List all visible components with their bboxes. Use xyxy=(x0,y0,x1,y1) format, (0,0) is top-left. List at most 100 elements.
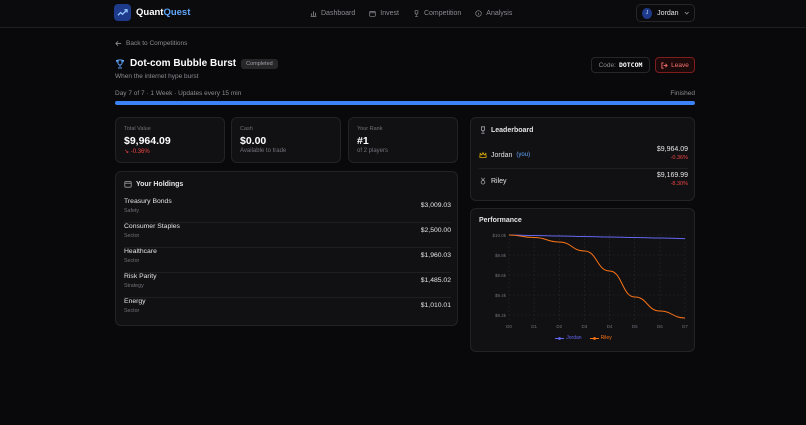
trophy-icon xyxy=(481,126,485,134)
leaderboard-card: Leaderboard Jordan (you) $9,964.09 -0.36… xyxy=(470,117,695,201)
holding-value: $1,485.02 xyxy=(420,277,451,284)
leaderboard-row[interactable]: Jordan (you) $9,964.09 -0.36% xyxy=(479,146,688,172)
legend-label: Riley xyxy=(600,335,612,341)
holding-name: Energy xyxy=(124,298,146,305)
leave-label: Leave xyxy=(671,61,689,69)
nav-competition[interactable]: Competition xyxy=(413,10,461,17)
holding-type: Sector xyxy=(124,233,140,239)
rank-card: Your Rank #1 of 2 players xyxy=(348,117,458,163)
x-tick-label: D2 xyxy=(556,324,562,329)
page-subtitle: When the internet hype burst xyxy=(115,73,199,80)
medal-icon xyxy=(480,177,486,185)
holding-row[interactable]: Energy Sector $1,010.01 xyxy=(124,298,451,323)
player-change: -0.36% xyxy=(670,155,688,161)
competition-code[interactable]: Code: DOTCOM xyxy=(591,57,650,73)
leaderboard-row[interactable]: Riley $9,169.99 -8.30% xyxy=(479,172,688,198)
legend-label: Jordan xyxy=(566,335,582,341)
performance-chart: $10.0k $9.8k $9.6k $9.4k $9.2k D0 D1 D2 D3 D4 D5 D6… xyxy=(492,233,688,329)
logo[interactable]: QuantQuest xyxy=(114,4,190,21)
series-line-riley xyxy=(508,234,686,319)
user-name: Jordan xyxy=(657,9,679,17)
page-title: Dot-com Bubble Burst xyxy=(130,58,237,69)
performance-card: Performance $10.0k $9.8k $9.6k $9.4k $9.2k D0… xyxy=(470,208,695,352)
back-link[interactable]: Back to Competitions xyxy=(115,40,187,47)
player-name: Riley xyxy=(491,177,507,185)
nav-label: Analysis xyxy=(486,9,513,17)
holding-name: Risk Parity xyxy=(124,273,157,280)
x-tick-label: D4 xyxy=(607,324,613,329)
player-value: $9,169.99 xyxy=(656,172,688,179)
holding-name: Treasury Bonds xyxy=(124,198,172,205)
progress-fill xyxy=(115,101,695,105)
cash-card: Cash $0.00 Available to trade xyxy=(231,117,341,163)
player-change: -8.30% xyxy=(670,181,688,187)
holding-value: $1,960.03 xyxy=(420,252,451,259)
chart-bars-icon xyxy=(310,10,317,17)
avatar: J xyxy=(642,7,653,19)
stat-value: $9,964.09 xyxy=(124,135,171,147)
divider xyxy=(479,168,688,169)
x-tick-label: D0 xyxy=(506,324,512,329)
progress-status: Finished xyxy=(670,90,695,97)
progress-text: Day 7 of 7 · 1 Week · Updates every 15 m… xyxy=(115,90,242,97)
trophy-icon xyxy=(414,9,419,17)
stat-sub: of 2 players xyxy=(357,148,389,154)
x-tick-label: D7 xyxy=(682,324,688,329)
holding-name: Consumer Staples xyxy=(124,223,180,230)
nav-label: Competition xyxy=(423,9,462,17)
progress-info: Day 7 of 7 · 1 Week · Updates every 15 m… xyxy=(115,90,695,97)
trend-down-icon: ↘ xyxy=(124,149,130,155)
code-value: DOTCOM xyxy=(618,61,643,69)
leave-button[interactable]: Leave xyxy=(655,57,695,73)
holding-row[interactable]: Healthcare Sector $1,960.03 xyxy=(124,248,451,273)
holding-type: Sector xyxy=(124,308,140,314)
info-circle-icon xyxy=(475,9,482,17)
holding-row[interactable]: Treasury Bonds Safety $3,009.03 xyxy=(124,198,451,223)
y-tick-label: $9.4k xyxy=(495,293,507,298)
stat-value: #1 xyxy=(357,135,369,147)
nav-dashboard[interactable]: Dashboard xyxy=(310,10,355,17)
stat-label: Your Rank xyxy=(357,126,383,132)
chevron-down-icon xyxy=(684,11,689,15)
y-tick-label: $9.6k xyxy=(495,273,507,278)
code-label: Code: xyxy=(598,61,616,69)
progress-bar xyxy=(115,101,695,105)
y-tick-label: $9.8k xyxy=(495,253,507,258)
holding-type: Safety xyxy=(124,208,140,214)
user-menu-button[interactable]: J Jordan xyxy=(636,4,695,22)
leaderboard-title: Leaderboard xyxy=(491,126,534,134)
holdings-title: Your Holdings xyxy=(136,180,184,188)
holding-type: Sector xyxy=(124,258,140,264)
player-name: Jordan xyxy=(491,151,513,159)
trend-up-icon xyxy=(114,4,131,21)
top-nav: QuantQuest Dashboard Invest Competition … xyxy=(0,0,806,28)
x-tick-label: D3 xyxy=(582,324,588,329)
chart-legend: Jordan Riley xyxy=(471,335,696,341)
stat-label: Cash xyxy=(240,126,253,132)
holding-value: $2,500.00 xyxy=(420,227,451,234)
holding-value: $3,009.03 xyxy=(420,202,451,209)
series-line-jordan xyxy=(508,234,686,240)
stat-change: ↘ -0.36% xyxy=(124,149,150,155)
nav-label: Invest xyxy=(380,9,399,17)
holding-name: Healthcare xyxy=(124,248,157,255)
logout-icon xyxy=(661,61,668,69)
holdings-card: Your Holdings Treasury Bonds Safety $3,0… xyxy=(115,171,458,326)
x-tick-label: D6 xyxy=(657,324,663,329)
total-value-card: Total Value $9,964.09 ↘ -0.36% xyxy=(115,117,225,163)
crown-icon xyxy=(479,151,487,158)
legend-item: Jordan xyxy=(555,335,582,341)
holdings-header: Your Holdings xyxy=(124,180,183,188)
holding-row[interactable]: Consumer Staples Sector $2,500.00 xyxy=(124,223,451,248)
holding-row[interactable]: Risk Parity Strategy $1,485.02 xyxy=(124,273,451,298)
you-tag: (you) xyxy=(516,152,531,158)
leaderboard-header: Leaderboard xyxy=(479,126,533,134)
nav-invest[interactable]: Invest xyxy=(369,10,399,17)
holding-type: Strategy xyxy=(124,283,144,289)
status-badge: Completed xyxy=(241,58,278,69)
legend-item: Riley xyxy=(589,335,612,341)
y-tick-label: $10.0k xyxy=(492,233,506,238)
wallet-icon xyxy=(124,181,132,188)
stat-label: Total Value xyxy=(124,126,151,132)
nav-analysis[interactable]: Analysis xyxy=(475,10,512,17)
